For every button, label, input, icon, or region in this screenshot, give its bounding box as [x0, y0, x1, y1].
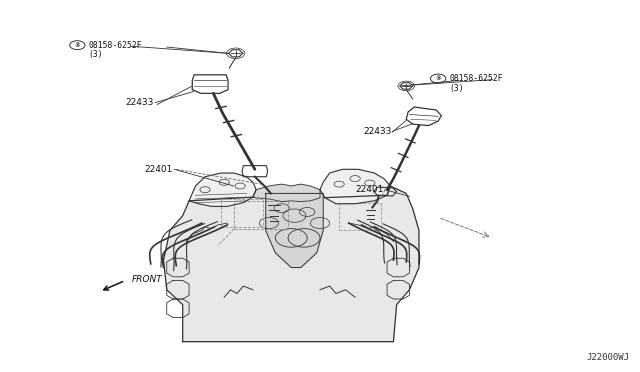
Polygon shape — [266, 193, 323, 267]
Text: J22000WJ: J22000WJ — [587, 353, 630, 362]
Bar — [339, 203, 381, 231]
Bar — [221, 199, 262, 227]
Text: FRONT: FRONT — [132, 275, 163, 284]
Text: ⑧: ⑧ — [435, 76, 441, 81]
Text: 08158-6252F: 08158-6252F — [89, 41, 143, 50]
Text: 22433: 22433 — [125, 98, 154, 107]
Text: (3): (3) — [89, 50, 104, 59]
Text: 22401: 22401 — [145, 165, 173, 174]
Text: 08158-6252F: 08158-6252F — [450, 74, 503, 83]
Text: 22401: 22401 — [355, 185, 384, 194]
Text: ⑧: ⑧ — [74, 43, 80, 48]
Polygon shape — [164, 186, 419, 341]
Polygon shape — [253, 184, 320, 202]
Text: (3): (3) — [450, 84, 464, 93]
Text: 22433: 22433 — [363, 126, 392, 136]
Polygon shape — [189, 173, 256, 206]
Bar — [234, 201, 288, 229]
Polygon shape — [320, 169, 390, 204]
